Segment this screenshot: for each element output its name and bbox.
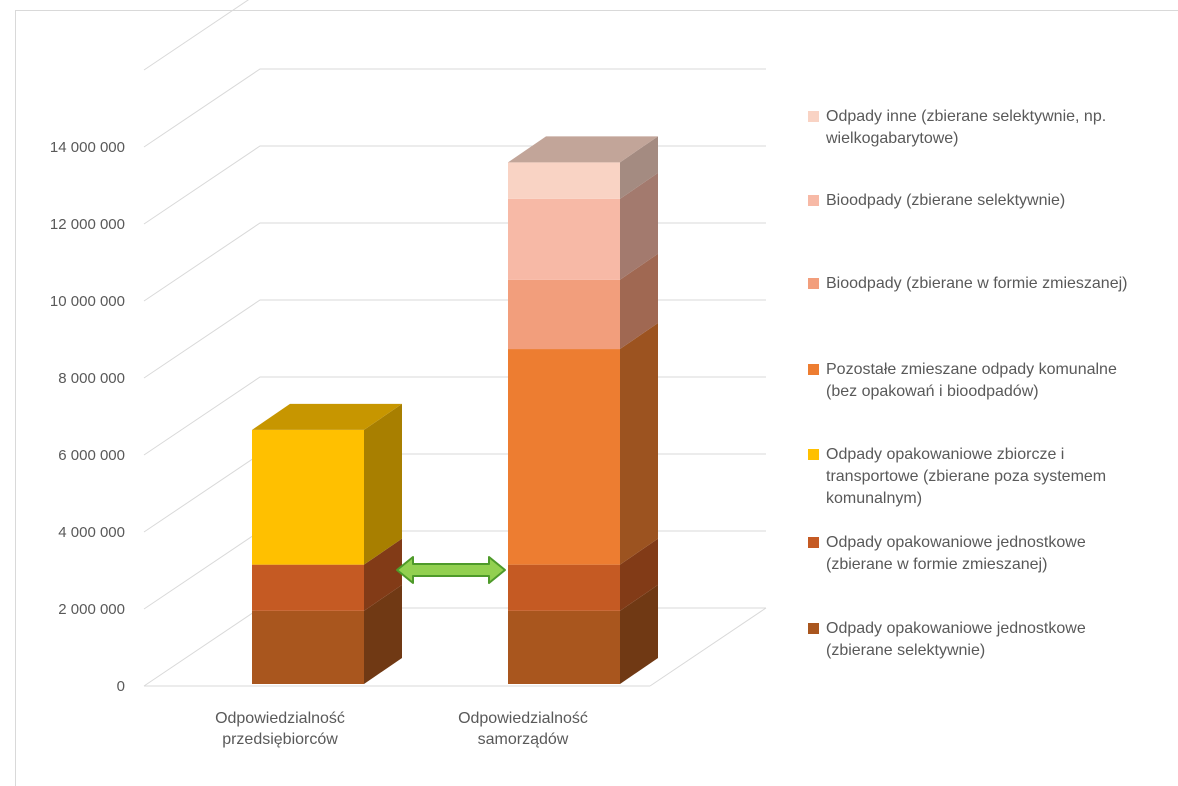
y-tick-label: 2 000 000 <box>58 601 125 618</box>
y-tick-label: 6 000 000 <box>58 447 125 464</box>
bar-segment-side <box>620 136 658 199</box>
legend-label: Odpady inne (zbierane selektywnie, np. wi… <box>825 108 1106 147</box>
legend-swatch <box>808 195 819 206</box>
bar-segment-front <box>508 610 620 684</box>
bar-top-face <box>508 136 658 163</box>
legend-swatch <box>808 364 819 375</box>
bar-segment-side <box>364 538 402 611</box>
legend-entry: Odpady opakowaniowe zbiorcze i transporto… <box>808 446 1106 507</box>
bar-segment <box>508 538 658 611</box>
y-tick-label: 8 000 000 <box>58 370 125 387</box>
bar-segment-side <box>364 403 402 565</box>
y-axis-tick-labels: 0 2 000 000 4 000 000 6 000 000 8 000 000 10 … <box>50 139 125 695</box>
gridline <box>143 453 766 533</box>
legend-swatch <box>808 449 819 460</box>
legend: Odpady inne (zbierane selektywnie, np. wi… <box>808 108 1127 659</box>
bar-segment <box>508 584 658 684</box>
legend-label: Bioodpady (zbierane w formie zmieszanej) <box>826 275 1127 292</box>
gridline <box>143 68 766 148</box>
legend-entry: Odpady opakowaniowe jednostkowe (zbierane… <box>808 620 1086 659</box>
bar-segment <box>508 253 658 350</box>
y-tick-label: 0 <box>117 678 125 695</box>
bar-segment-front <box>252 429 364 565</box>
bar-segment-front <box>508 162 620 199</box>
x-category-label: Odpowiedzialność samorządów <box>458 710 588 748</box>
legend-label: Odpady opakowaniowe zbiorcze i transporto… <box>826 446 1106 507</box>
bars <box>252 136 658 684</box>
bar-segment-front <box>252 564 364 611</box>
double-arrow-icon <box>396 556 506 584</box>
bar-segment-front <box>252 610 364 684</box>
x-axis-category-labels: Odpowiedzialność przedsiębiorców Odpowiedz… <box>215 710 588 748</box>
bar-segment <box>252 403 402 565</box>
bar-segment <box>508 323 658 565</box>
legend-entry: Bioodpady (zbierane w formie zmieszanej) <box>808 275 1127 292</box>
legend-label: Bioodpady (zbierane selektywnie) <box>826 192 1065 209</box>
gridline <box>143 222 766 302</box>
bar-segment-side <box>620 538 658 611</box>
legend-swatch <box>808 278 819 289</box>
legend-swatch <box>808 537 819 548</box>
legend-label: Pozostałe zmieszane odpady komunalne (bez… <box>826 361 1117 400</box>
x-category-label: Odpowiedzialność przedsiębiorców <box>215 710 345 748</box>
bar-top-face <box>252 403 402 430</box>
legend-swatch <box>808 111 819 122</box>
bar-segment-front <box>508 198 620 280</box>
legend-entry: Odpady inne (zbierane selektywnie, np. wi… <box>808 108 1106 147</box>
gridlines <box>143 0 767 687</box>
legend-entry: Bioodpady (zbierane selektywnie) <box>808 192 1065 209</box>
bar-segment-front <box>508 564 620 611</box>
bar-segment-side <box>620 323 658 565</box>
legend-label: Odpady opakowaniowe jednostkowe (zbierane… <box>826 534 1086 573</box>
bar-segment-front <box>508 279 620 350</box>
chart-frame <box>15 10 1178 786</box>
bar-segment <box>508 136 658 199</box>
gridline <box>143 0 249 71</box>
annotation-arrow <box>396 556 506 584</box>
bar-segment-side <box>364 584 402 684</box>
bar-segment <box>252 584 402 684</box>
bar-segment-front <box>508 349 620 565</box>
bar-segment <box>508 172 658 280</box>
legend-label: Odpady opakowaniowe jednostkowe (zbierane… <box>826 620 1086 659</box>
legend-entry: Pozostałe zmieszane odpady komunalne (bez… <box>808 361 1117 400</box>
gridline <box>143 299 766 379</box>
bar-segment-side <box>620 253 658 350</box>
bar-segment-side <box>620 584 658 684</box>
y-tick-label: 10 000 000 <box>50 293 125 310</box>
gridline <box>143 607 766 687</box>
legend-entry: Odpady opakowaniowe jednostkowe (zbierane… <box>808 534 1086 573</box>
y-tick-label: 12 000 000 <box>50 216 125 233</box>
floor-edge <box>649 607 767 687</box>
bar-segment-side <box>620 172 658 280</box>
gridline <box>143 145 766 225</box>
bar-segment <box>252 538 402 611</box>
y-tick-label: 4 000 000 <box>58 524 125 541</box>
legend-swatch <box>808 623 819 634</box>
y-tick-label: 14 000 000 <box>50 139 125 156</box>
gridline <box>143 376 766 456</box>
